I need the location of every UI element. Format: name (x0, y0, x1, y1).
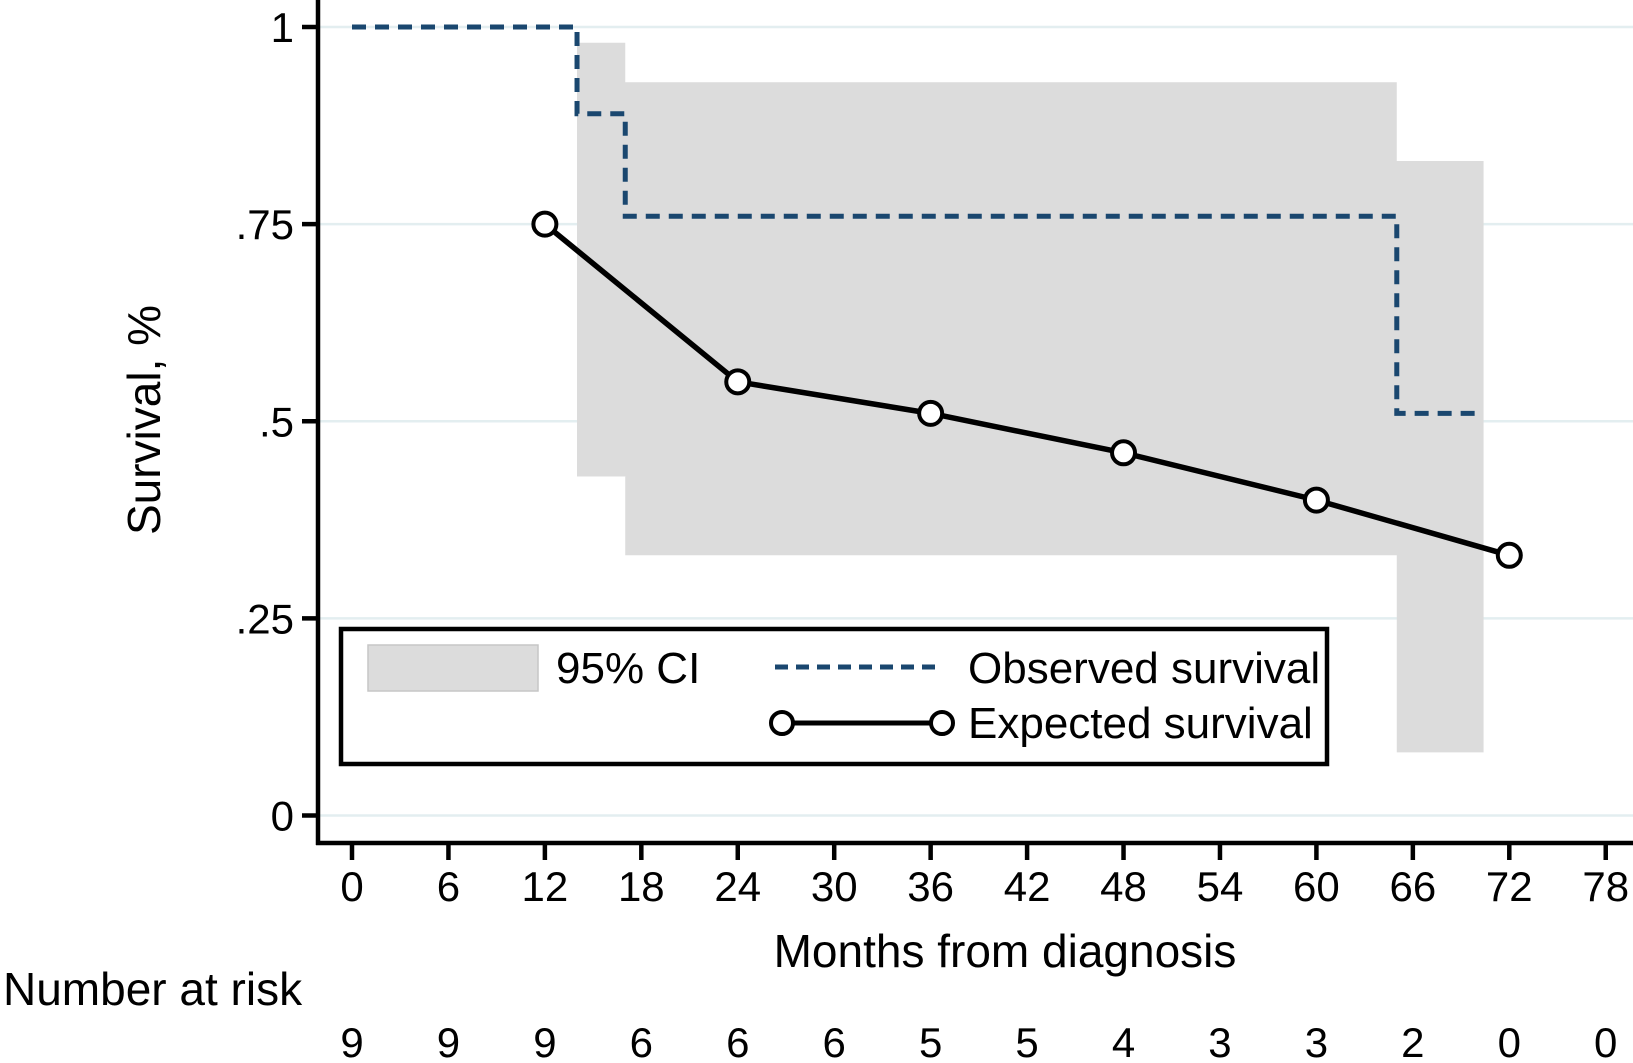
y-tick-label: 0 (271, 793, 294, 840)
expected-marker-icon (724, 368, 752, 396)
legend-ci-label: 95% CI (556, 644, 700, 693)
expected-survival-markers (531, 210, 1523, 569)
x-tick-label: 60 (1293, 863, 1340, 910)
number-at-risk-label: Number at risk (3, 963, 303, 1015)
observed-survival-line (352, 24, 1484, 416)
risk-count: 5 (1015, 1019, 1038, 1063)
risk-count: 9 (340, 1019, 363, 1063)
risk-count: 6 (726, 1019, 749, 1063)
legend-expected-marker-icon (929, 710, 955, 736)
y-tick-label: .75 (236, 201, 294, 248)
x-tick-label: 36 (907, 863, 954, 910)
x-tick-label: 42 (1004, 863, 1051, 910)
number-at-risk-row: 9 9 9 6 6 6 5 5 4 3 3 2 0 0 (340, 1019, 1617, 1063)
y-tick-label: .5 (259, 398, 294, 445)
x-tick-label: 6 (437, 863, 460, 910)
legend-ci-swatch (367, 644, 539, 692)
x-tick-label: 18 (618, 863, 665, 910)
y-tick-label: .25 (236, 595, 294, 642)
ci-band-area (577, 42, 1484, 753)
risk-count: 3 (1305, 1019, 1328, 1063)
expected-marker-icon (1110, 439, 1138, 467)
x-tick-label: 24 (714, 863, 761, 910)
x-tick-label: 0 (340, 863, 363, 910)
x-tick-marks (349, 845, 1608, 860)
x-tick-label: 78 (1582, 863, 1629, 910)
legend-expected-marker-icon (769, 710, 795, 736)
risk-count: 2 (1401, 1019, 1424, 1063)
risk-count: 9 (533, 1019, 556, 1063)
y-tick-marks (302, 24, 318, 818)
expected-marker-icon (531, 210, 559, 238)
x-tick-label: 54 (1197, 863, 1244, 910)
x-tick-label: 48 (1100, 863, 1147, 910)
risk-count: 6 (630, 1019, 653, 1063)
x-tick-label: 66 (1389, 863, 1436, 910)
risk-count: 9 (437, 1019, 460, 1063)
legend-observed-label: Observed survival (968, 644, 1320, 693)
y-tick-label: 1 (271, 4, 294, 51)
y-axis-title: Survival, % (118, 305, 170, 535)
x-axis-title: Months from diagnosis (774, 925, 1237, 977)
expected-marker-icon (1495, 541, 1523, 569)
y-tick-labels: 0 .25 .5 .75 1 (236, 4, 294, 840)
expected-marker-icon (917, 399, 945, 427)
risk-count: 3 (1208, 1019, 1231, 1063)
risk-count: 6 (823, 1019, 846, 1063)
x-tick-label: 12 (522, 863, 569, 910)
x-tick-label: 30 (811, 863, 858, 910)
risk-count: 5 (919, 1019, 942, 1063)
ci-band (577, 42, 1484, 753)
risk-count: 0 (1594, 1019, 1617, 1063)
expected-marker-icon (1302, 486, 1330, 514)
legend-expected-label: Expected survival (968, 699, 1313, 748)
risk-count: 0 (1498, 1019, 1521, 1063)
x-tick-label: 72 (1486, 863, 1533, 910)
expected-survival-line (543, 221, 1511, 558)
x-tick-labels: 0 6 12 18 24 30 36 42 48 54 60 66 72 78 (340, 863, 1629, 910)
legend: 95% CI Observed survival Expected surviv… (338, 626, 1330, 767)
risk-count: 4 (1112, 1019, 1135, 1063)
